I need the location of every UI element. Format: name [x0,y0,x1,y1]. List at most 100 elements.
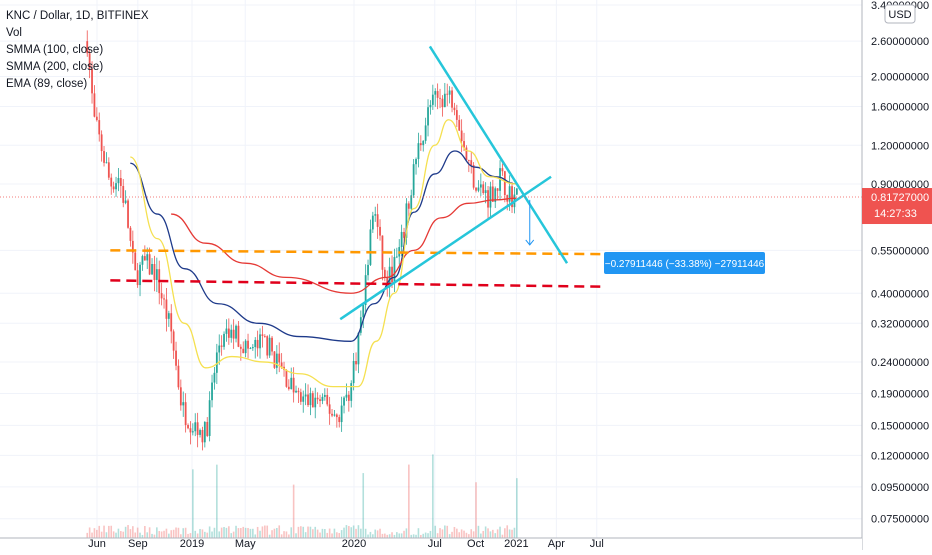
candle-body [280,362,283,367]
candle-body [371,215,374,230]
volume-bar [266,525,269,538]
volume-bar [340,530,343,538]
volume-bar [324,528,326,538]
indicator-smma200[interactable]: SMMA (200, close) [6,61,104,73]
candle-body [278,353,281,363]
candle-body [412,164,415,196]
drawings: −0.27911446 (−33.38%) −27911446 [0,45,862,321]
candle-body [129,227,132,241]
y-tick-label: 0.24000000 [871,357,929,369]
volume-bar [165,528,168,538]
time-scale[interactable] [0,538,862,550]
candle-body [275,353,278,368]
candle-body [151,264,153,275]
candle-body [441,98,444,108]
candle-body [249,348,252,349]
volume-bar [319,532,321,538]
candle-body [295,390,297,393]
candle-body [285,369,288,387]
candle-body [364,275,367,306]
candle-body [403,231,405,238]
candle-body [292,377,295,393]
y-tick-label: 2.00000000 [871,71,929,83]
volume-bar [264,525,266,538]
volume-bar [213,527,216,538]
candle-body [405,203,408,238]
candle-body [131,240,134,253]
candle-body [436,91,439,98]
candle-body [422,140,425,146]
volume-bar [259,530,261,538]
candle-body [266,336,269,356]
volume-bar [398,533,401,538]
volume-bar [506,525,509,538]
volume-bar [439,528,441,538]
candle-body [182,402,185,406]
volume-bar [129,529,132,538]
candle-body [93,93,96,117]
volume-bar [412,534,415,538]
candle-body [439,97,441,99]
volume-bars [86,454,518,538]
volume-bar [484,526,487,538]
candle-body [511,186,513,208]
volume-bar [144,525,146,538]
candle-body [170,313,173,332]
candle-body [451,90,453,108]
indicator-vol[interactable]: Vol [6,27,22,39]
candles [86,30,518,451]
smma-100-line [130,150,517,342]
candle-body [242,348,245,354]
candle-body [100,134,103,152]
x-tick-label: Apr [548,538,565,550]
candle-body [117,178,120,184]
y-tick-label: 1.20000000 [871,140,929,152]
orange-support-level[interactable] [110,249,603,256]
current-price-label: 0.81727000 [871,192,929,204]
measure-label-box[interactable] [604,252,765,274]
volume-bar [352,525,355,538]
candle-body [326,394,329,405]
candle-body [179,387,182,406]
volume-bar [300,526,302,538]
descending-trendline[interactable] [428,45,569,264]
volume-bar [175,527,177,538]
price-scale[interactable] [862,0,932,550]
candle-body [227,328,230,338]
candle-body [455,110,458,120]
red-support-level[interactable] [110,279,603,288]
volume-bar [367,534,369,538]
volume-bar [288,534,290,538]
ascending-trendline[interactable] [339,175,552,321]
indicator-smma100[interactable]: SMMA (100, close) [6,44,104,56]
volume-bar [247,527,249,538]
volume-bar [403,530,405,538]
volume-bar [242,526,245,538]
candle-body [107,162,110,178]
volume-bar [184,527,187,538]
candle-body [273,351,276,368]
candle-body [134,252,137,271]
candle-body [453,107,456,111]
candle-body [307,394,309,406]
candle-body [160,293,163,299]
candle-body [256,339,259,349]
candle-body [467,160,470,161]
volume-bar [254,534,257,538]
currency-badge[interactable] [884,4,916,24]
candle-body [314,397,317,408]
candle-body [184,402,187,426]
volume-bar [206,532,209,538]
volume-bar [136,527,139,538]
volume-bar [338,533,341,538]
volume-bar [208,526,211,538]
indicator-ema89[interactable]: EMA (89, close) [6,78,88,90]
candle-body [191,431,194,433]
candle-body [146,254,149,261]
x-tick-label: Oct [467,538,484,550]
volume-bar [180,534,182,538]
volume-bar [297,526,300,538]
candle-body [477,187,480,191]
